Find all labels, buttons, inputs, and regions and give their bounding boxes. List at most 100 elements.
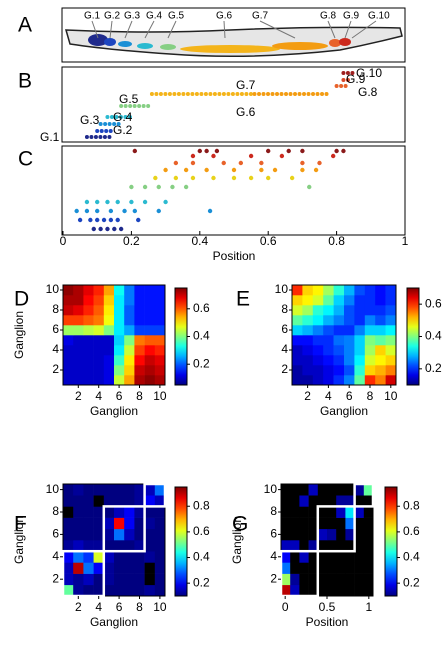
point (221, 160, 226, 166)
colorbar-tick-label: 0.2 (193, 575, 210, 589)
heatmap-cell (344, 375, 355, 386)
heatmap-cell (281, 517, 291, 530)
heatmap-cell (327, 506, 337, 518)
heatmap-cell (308, 584, 319, 597)
heatmap-cell (103, 573, 115, 586)
heatmap-cell (114, 506, 125, 518)
point (129, 184, 134, 190)
heatmap-cell (103, 584, 115, 597)
point (300, 167, 305, 173)
heatmap-cell (144, 315, 156, 326)
heatmap-cell (308, 495, 319, 507)
y-tick-label: 4 (281, 342, 288, 356)
x-tick-label: 0.6 (260, 234, 277, 248)
heatmap-cell (114, 375, 125, 386)
heatmap-cell (345, 484, 355, 496)
heatmap-cell (124, 345, 135, 356)
colorbar (174, 287, 188, 386)
heatmap-cell (154, 506, 166, 518)
heatmap-cell (63, 551, 74, 563)
colorbar (384, 486, 398, 597)
heatmap-cell (114, 584, 125, 597)
ganglion-blob (339, 38, 351, 46)
point (266, 175, 271, 181)
heatmap-cell (375, 305, 386, 316)
heatmap-cell (375, 315, 386, 326)
heatmap-cell (308, 540, 319, 552)
heatmap-cell (345, 562, 355, 574)
point (313, 167, 319, 173)
y-tick-label: 4 (52, 342, 59, 356)
y-tick-label: 2 (270, 571, 277, 585)
x-tick-label: 4 (95, 389, 102, 403)
heatmap-cell (63, 375, 74, 386)
heatmap-cell (354, 335, 366, 346)
colorbar-tick-label: 0.8 (403, 498, 420, 512)
heatmap-cell (134, 365, 145, 376)
heatmap-cell (154, 484, 166, 496)
heatmap-cell (375, 335, 386, 346)
heatmap-cell (292, 355, 303, 366)
y-axis-label: Ganglion (230, 516, 244, 564)
point (77, 217, 83, 223)
point (173, 160, 179, 166)
y-tick-label: 10 (46, 482, 60, 496)
range-label: G.9 (346, 72, 366, 86)
heatmap-cell (345, 495, 355, 507)
point (91, 226, 96, 232)
heatmap-cell (363, 528, 374, 541)
label-leader (327, 20, 336, 39)
point (190, 160, 196, 166)
heatmap-cell (63, 484, 74, 496)
colorbar-tick-label: 0.6 (403, 524, 420, 538)
cluster-outline (61, 549, 106, 598)
point (341, 148, 346, 154)
heatmap-cell (345, 573, 355, 586)
heatmap-cell (144, 355, 156, 366)
heatmap-cell (302, 295, 314, 306)
point (259, 160, 264, 166)
heatmap-cell (385, 285, 397, 296)
heatmap-cell (323, 315, 334, 326)
point (115, 199, 120, 205)
heatmap-cell (317, 540, 328, 552)
heatmap-cell (144, 285, 156, 296)
panel-letter: F (14, 513, 27, 536)
heatmap-cell (375, 365, 386, 376)
heatmap-cell (83, 562, 94, 574)
heatmap-cell (323, 305, 334, 316)
heatmap-cell (103, 365, 115, 376)
heatmap-cell (323, 285, 334, 296)
point (105, 226, 110, 232)
heatmap-cell (93, 325, 105, 336)
heatmap-cell (375, 375, 386, 386)
range-label: G.7 (236, 78, 256, 92)
heatmap-cell (363, 540, 374, 552)
colorbar-tick-label: 0.8 (193, 498, 210, 512)
point (142, 184, 148, 190)
ganglion-blob (180, 45, 280, 53)
heatmap-cell (292, 375, 303, 386)
heatmap-cell (154, 335, 166, 346)
x-tick-label: 0 (60, 234, 67, 248)
heatmap-cell (299, 584, 309, 597)
x-tick-label: 6 (116, 600, 123, 614)
heatmap-cell (154, 495, 166, 507)
x-tick-label: 4 (325, 389, 332, 403)
point (163, 167, 168, 173)
heatmap-cell (344, 345, 355, 356)
heatmap-cell (73, 506, 84, 518)
point (204, 148, 209, 154)
heatmap-cell (354, 484, 365, 496)
heatmap-cell (124, 506, 135, 518)
point (300, 148, 305, 154)
heatmap-cell (354, 573, 365, 586)
heatmap-cell (317, 551, 328, 563)
heatmap-cell (385, 315, 397, 326)
heatmap-cell (93, 506, 105, 518)
heatmap-cell (144, 517, 156, 530)
heatmap-cell (345, 517, 355, 530)
heatmap-cell (63, 325, 74, 336)
heatmap-cell (63, 295, 74, 306)
heatmap-cell (363, 573, 374, 586)
